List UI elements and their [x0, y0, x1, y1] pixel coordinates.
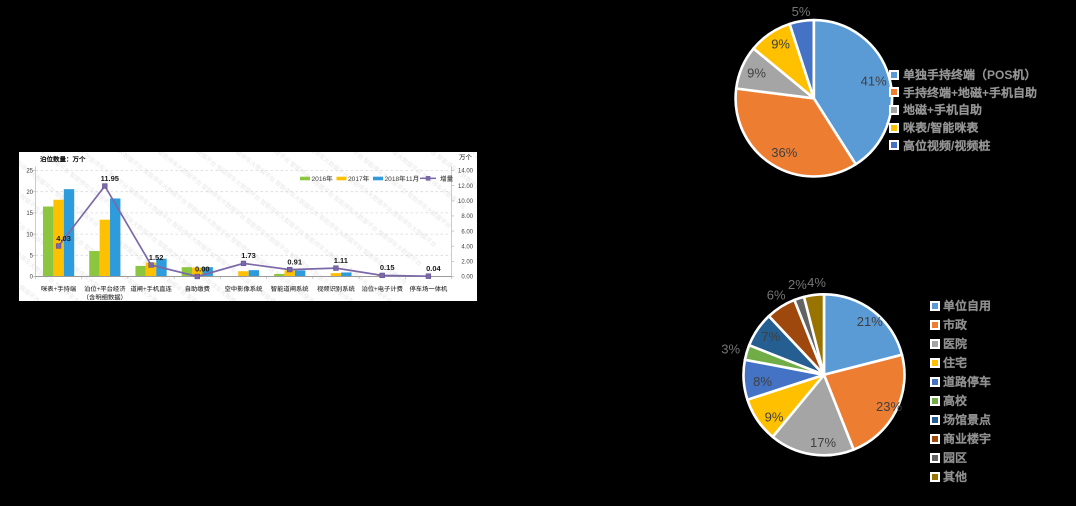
svg-text:3%: 3% — [721, 341, 740, 356]
svg-text:9%: 9% — [771, 37, 790, 52]
svg-text:8.00: 8.00 — [461, 214, 473, 220]
svg-text:25: 25 — [26, 169, 33, 175]
svg-text:1.52: 1.52 — [149, 253, 164, 262]
svg-text:2.00: 2.00 — [461, 260, 473, 266]
svg-text:5%: 5% — [792, 4, 811, 19]
svg-text:咪表+手持端: 咪表+手持端 — [41, 285, 77, 293]
svg-text:2017年: 2017年 — [348, 175, 370, 183]
svg-text:14.00: 14.00 — [458, 169, 474, 175]
svg-text:12.00: 12.00 — [458, 184, 474, 190]
svg-text:4.03: 4.03 — [56, 234, 71, 243]
svg-text:10: 10 — [26, 232, 33, 238]
svg-text:0: 0 — [30, 275, 34, 281]
svg-text:1.73: 1.73 — [241, 251, 256, 260]
svg-text:9%: 9% — [765, 409, 784, 424]
svg-text:2016年: 2016年 — [312, 175, 334, 183]
svg-text:7%: 7% — [761, 329, 780, 344]
svg-text:0.91: 0.91 — [287, 257, 302, 266]
svg-text:自助缴费: 自助缴费 — [185, 285, 210, 293]
svg-text:23%: 23% — [876, 399, 902, 414]
svg-text:10.00: 10.00 — [458, 199, 474, 205]
svg-text:0.04: 0.04 — [426, 264, 441, 273]
svg-text:2%: 2% — [788, 277, 807, 292]
svg-text:17%: 17% — [810, 435, 836, 450]
svg-text:视频识别系统: 视频识别系统 — [317, 285, 355, 293]
svg-text:万个: 万个 — [459, 154, 473, 162]
svg-text:20: 20 — [26, 190, 33, 196]
svg-text:11.95: 11.95 — [101, 174, 119, 183]
svg-text:15: 15 — [26, 211, 33, 217]
svg-text:增量: 增量 — [440, 175, 454, 183]
svg-text:1.11: 1.11 — [334, 256, 348, 265]
svg-text:6%: 6% — [767, 288, 786, 303]
svg-text:4%: 4% — [807, 275, 826, 290]
svg-text:8%: 8% — [753, 374, 772, 389]
svg-text:6.00: 6.00 — [461, 229, 473, 235]
svg-text:停车场一体机: 停车场一体机 — [410, 285, 448, 293]
svg-text:（含明细数据）: （含明细数据） — [83, 294, 127, 302]
svg-text:21%: 21% — [857, 314, 883, 329]
svg-text:智能道闸系统: 智能道闸系统 — [271, 285, 309, 293]
svg-text:5: 5 — [30, 254, 34, 260]
svg-text:道闸+手机直连: 道闸+手机直连 — [130, 285, 172, 293]
svg-text:0.00: 0.00 — [461, 275, 473, 281]
svg-text:9%: 9% — [747, 66, 766, 81]
svg-text:泊位+平台经济: 泊位+平台经济 — [84, 285, 126, 293]
svg-text:泊位+电子计费: 泊位+电子计费 — [361, 285, 402, 293]
svg-text:空中影像系统: 空中影像系统 — [225, 285, 263, 293]
svg-text:41%: 41% — [861, 74, 887, 89]
svg-text:0.15: 0.15 — [380, 263, 395, 272]
svg-text:0.00: 0.00 — [195, 264, 210, 273]
svg-text:36%: 36% — [771, 145, 797, 160]
svg-text:4.00: 4.00 — [461, 244, 473, 250]
svg-text:2018年11月: 2018年11月 — [385, 175, 420, 183]
svg-text:泊位数量：万个: 泊位数量：万个 — [40, 156, 86, 164]
